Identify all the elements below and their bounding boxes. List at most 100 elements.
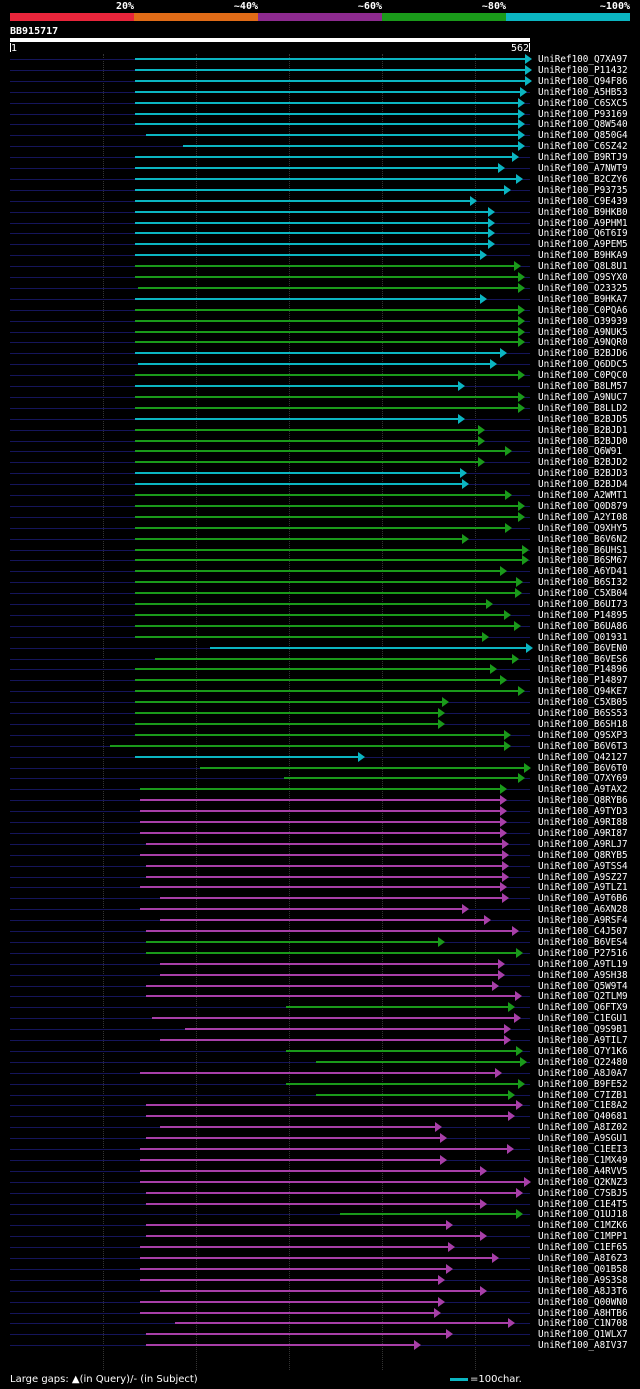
hit-label[interactable]: UniRef100_A9SZ27: [538, 872, 628, 883]
hit-label[interactable]: UniRef100_A9PEM5: [538, 239, 628, 250]
hit-label[interactable]: UniRef100_Q8RYB5: [538, 850, 628, 861]
hit-row[interactable]: UniRef100_Q9S9B1: [0, 1024, 640, 1035]
hit-row[interactable]: UniRef100_A2YI08: [0, 512, 640, 523]
hit-row[interactable]: UniRef100_P14895: [0, 610, 640, 621]
hit-label[interactable]: UniRef100_Q7XY69: [538, 773, 628, 784]
hit-label[interactable]: UniRef100_Q1WLX7: [538, 1329, 628, 1340]
hit-row[interactable]: UniRef100_B9FE52: [0, 1079, 640, 1090]
hit-row[interactable]: UniRef100_A9NUC7: [0, 392, 640, 403]
hit-label[interactable]: UniRef100_B6UI73: [538, 599, 628, 610]
hit-label[interactable]: UniRef100_P14895: [538, 610, 628, 621]
hit-row[interactable]: UniRef100_A9SZ27: [0, 872, 640, 883]
hit-row[interactable]: UniRef100_Q6DDC5: [0, 359, 640, 370]
hit-row[interactable]: UniRef100_A9TIL7: [0, 1035, 640, 1046]
hit-row[interactable]: UniRef100_Q0D879: [0, 501, 640, 512]
hit-label[interactable]: UniRef100_B2CZY6: [538, 174, 628, 185]
hit-row[interactable]: UniRef100_A9TAX2: [0, 784, 640, 795]
hit-row[interactable]: UniRef100_A9TL19: [0, 959, 640, 970]
hit-label[interactable]: UniRef100_B2BJD4: [538, 479, 628, 490]
hit-label[interactable]: UniRef100_B6SH18: [538, 719, 628, 730]
hit-row[interactable]: UniRef100_Q8L8U1: [0, 261, 640, 272]
hit-row[interactable]: UniRef100_C1EGU1: [0, 1013, 640, 1024]
hit-label[interactable]: UniRef100_C0PQC0: [538, 370, 628, 381]
hit-label[interactable]: UniRef100_A9T6B6: [538, 893, 628, 904]
hit-row[interactable]: UniRef100_B6V6T3: [0, 741, 640, 752]
hit-label[interactable]: UniRef100_Q94F86: [538, 76, 628, 87]
hit-label[interactable]: UniRef100_O23325: [538, 283, 628, 294]
hit-label[interactable]: UniRef100_A9SH38: [538, 970, 628, 981]
hit-label[interactable]: UniRef100_C1MX49: [538, 1155, 628, 1166]
hit-label[interactable]: UniRef100_B2BJD5: [538, 414, 628, 425]
hit-row[interactable]: UniRef100_A8IZ02: [0, 1122, 640, 1133]
hit-label[interactable]: UniRef100_Q6T6I9: [538, 228, 628, 239]
hit-label[interactable]: UniRef100_Q2KNZ3: [538, 1177, 628, 1188]
hit-label[interactable]: UniRef100_B6V6T0: [538, 763, 628, 774]
hit-label[interactable]: UniRef100_Q9SXP3: [538, 730, 628, 741]
hit-label[interactable]: UniRef100_B2BJD2: [538, 457, 628, 468]
hit-label[interactable]: UniRef100_Q40681: [538, 1111, 628, 1122]
hit-row[interactable]: UniRef100_A9T6B6: [0, 893, 640, 904]
hit-row[interactable]: UniRef100_Q8RYB5: [0, 850, 640, 861]
hit-label[interactable]: UniRef100_Q9S9B1: [538, 1024, 628, 1035]
hit-label[interactable]: UniRef100_Q850G4: [538, 130, 628, 141]
hit-label[interactable]: UniRef100_A2WMT1: [538, 490, 628, 501]
hit-row[interactable]: UniRef100_P11432: [0, 65, 640, 76]
hit-label[interactable]: UniRef100_A5HB53: [538, 87, 628, 98]
hit-label[interactable]: UniRef100_B9HKA7: [538, 294, 628, 305]
hit-row[interactable]: UniRef100_A6YD41: [0, 566, 640, 577]
hit-row[interactable]: UniRef100_P27516: [0, 948, 640, 959]
hit-row[interactable]: UniRef100_C1E8A2: [0, 1100, 640, 1111]
hit-label[interactable]: UniRef100_P11432: [538, 65, 628, 76]
hit-label[interactable]: UniRef100_P27516: [538, 948, 628, 959]
hit-label[interactable]: UniRef100_O39939: [538, 316, 628, 327]
hit-row[interactable]: UniRef100_A4RVV5: [0, 1166, 640, 1177]
hit-row[interactable]: UniRef100_A9SGU1: [0, 1133, 640, 1144]
hit-row[interactable]: UniRef100_A9S3S8: [0, 1275, 640, 1286]
hit-row[interactable]: UniRef100_B6V6T0: [0, 763, 640, 774]
hit-row[interactable]: UniRef100_A6XN28: [0, 904, 640, 915]
hit-label[interactable]: UniRef100_B6VEN0: [538, 643, 628, 654]
hit-row[interactable]: UniRef100_B2BJD0: [0, 436, 640, 447]
hit-row[interactable]: UniRef100_B9HKA7: [0, 294, 640, 305]
hit-label[interactable]: UniRef100_Q6DDC5: [538, 359, 628, 370]
hit-label[interactable]: UniRef100_Q8L8U1: [538, 261, 628, 272]
hit-row[interactable]: UniRef100_C1MPP1: [0, 1231, 640, 1242]
hit-label[interactable]: UniRef100_Q01931: [538, 632, 628, 643]
hit-row[interactable]: UniRef100_C1MZK6: [0, 1220, 640, 1231]
hit-label[interactable]: UniRef100_Q01B58: [538, 1264, 628, 1275]
hit-label[interactable]: UniRef100_B8LM57: [538, 381, 628, 392]
hit-label[interactable]: UniRef100_A8IV37: [538, 1340, 628, 1351]
hit-row[interactable]: UniRef100_Q1UJ18: [0, 1209, 640, 1220]
hit-label[interactable]: UniRef100_B2BJD0: [538, 436, 628, 447]
hit-row[interactable]: UniRef100_A9NQR0: [0, 337, 640, 348]
hit-label[interactable]: UniRef100_A8HTB6: [538, 1308, 628, 1319]
hit-label[interactable]: UniRef100_A9NUC7: [538, 392, 628, 403]
hit-label[interactable]: UniRef100_Q42127: [538, 752, 628, 763]
hit-label[interactable]: UniRef100_Q9XHY5: [538, 523, 628, 534]
hit-label[interactable]: UniRef100_A7NWT9: [538, 163, 628, 174]
hit-row[interactable]: UniRef100_Q42127: [0, 752, 640, 763]
hit-label[interactable]: UniRef100_A9NQR0: [538, 337, 628, 348]
hit-row[interactable]: UniRef100_B8LM57: [0, 381, 640, 392]
hit-label[interactable]: UniRef100_Q8RYB6: [538, 795, 628, 806]
hit-label[interactable]: UniRef100_C5XB04: [538, 588, 628, 599]
hit-row[interactable]: UniRef100_A8J0A7: [0, 1068, 640, 1079]
hit-row[interactable]: UniRef100_A8HTB6: [0, 1308, 640, 1319]
hit-row[interactable]: UniRef100_B8LLD2: [0, 403, 640, 414]
hit-row[interactable]: UniRef100_B6UA86: [0, 621, 640, 632]
hit-label[interactable]: UniRef100_A9SGU1: [538, 1133, 628, 1144]
hit-label[interactable]: UniRef100_A4RVV5: [538, 1166, 628, 1177]
hit-label[interactable]: UniRef100_B9HKA9: [538, 250, 628, 261]
hit-label[interactable]: UniRef100_P14896: [538, 664, 628, 675]
hit-label[interactable]: UniRef100_C1N708: [538, 1318, 628, 1329]
hit-label[interactable]: UniRef100_Q7Y1K6: [538, 1046, 628, 1057]
hit-row[interactable]: UniRef100_B6SS53: [0, 708, 640, 719]
hit-label[interactable]: UniRef100_P93735: [538, 185, 628, 196]
hit-row[interactable]: UniRef100_A9RLJ7: [0, 839, 640, 850]
hit-label[interactable]: UniRef100_C1EF65: [538, 1242, 628, 1253]
hit-label[interactable]: UniRef100_P93169: [538, 109, 628, 120]
hit-row[interactable]: UniRef100_B6V6N2: [0, 534, 640, 545]
hit-row[interactable]: UniRef100_A9SH38: [0, 970, 640, 981]
hit-row[interactable]: UniRef100_Q40681: [0, 1111, 640, 1122]
hit-row[interactable]: UniRef100_Q9XHY5: [0, 523, 640, 534]
